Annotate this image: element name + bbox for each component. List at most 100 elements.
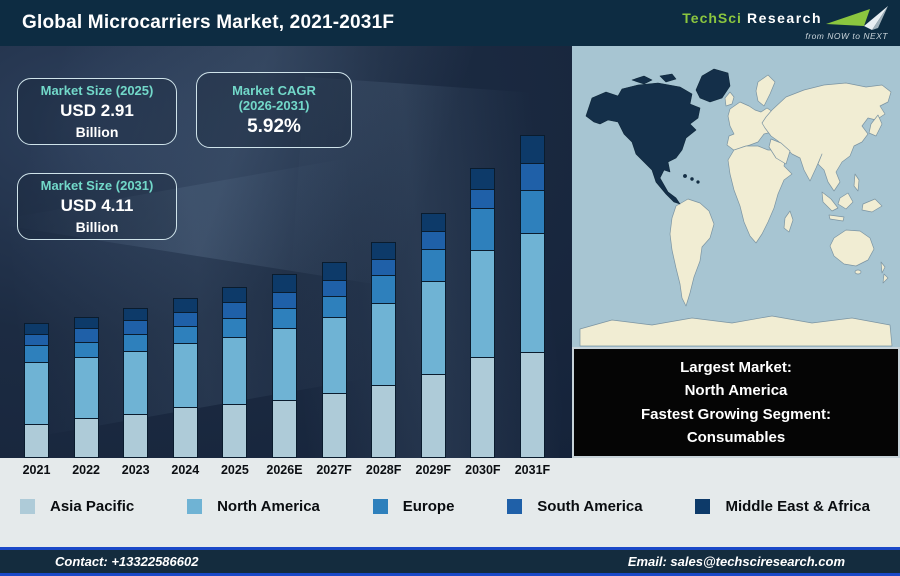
legend-swatch-icon (695, 499, 711, 514)
bar-segment-north-america (371, 303, 397, 385)
bar-segment-asia-pacific (470, 357, 496, 458)
x-axis-label: 2031F (514, 463, 551, 477)
bottom-strip: Asia Pacific North America Europe South Ame… (0, 458, 900, 547)
stacked-bar-2021 (24, 323, 49, 458)
x-axis-label: 2024 (171, 463, 200, 477)
bar-segment-europe (24, 345, 49, 362)
market-cagr-box: Market CAGR (2026-2031) 5.92% (196, 72, 352, 148)
market-size-2031-value: USD 4.11 (60, 196, 134, 215)
bar-segment-north-america (73, 357, 99, 418)
bar-segment-europe (73, 342, 99, 357)
x-axis-label: 2025 (220, 463, 249, 477)
bar-column: 2023 (122, 308, 150, 477)
region-madagascar (783, 210, 794, 233)
legend-swatch-icon (187, 499, 203, 514)
bar-segment-north-america (420, 281, 446, 374)
footer-email: Email: sales@techsciresearch.com (627, 554, 845, 569)
bar-segment-south-america (123, 320, 149, 334)
bar-segment-north-america (470, 250, 496, 357)
bar-segment-asia-pacific (222, 404, 248, 458)
bar-column: 2022 (72, 317, 100, 477)
region-caribbean (690, 177, 694, 181)
map-landmass (579, 74, 893, 347)
bar-segment-europe (271, 308, 297, 328)
logo-brand-secondary: Research (746, 9, 822, 26)
region-north-america-mainland (585, 82, 701, 205)
continent-south-america (669, 198, 715, 307)
region-borneo (837, 192, 854, 210)
region-java (828, 214, 845, 222)
world-map (572, 46, 900, 347)
bar-segment-south-america (519, 163, 545, 190)
bar-segment-middle-east-africa (123, 308, 149, 320)
bar-segment-north-america (24, 362, 49, 424)
legend-label: South America (537, 498, 643, 515)
techsci-logo: TechSci Research from NOW to NEXT (682, 5, 888, 41)
bar-column: 2021 (23, 323, 50, 477)
market-size-2031-box: Market Size (2031) USD 4.11 Billion (17, 173, 177, 240)
bar-segment-south-america (24, 334, 49, 345)
footer-contact: Contact: +13322586602 (55, 554, 199, 569)
bar-segment-middle-east-africa (519, 135, 545, 163)
bar-column: 2024 (171, 298, 199, 477)
bar-segment-europe (321, 296, 347, 317)
stacked-bar-2025 (222, 287, 248, 458)
continent-antarctica (579, 315, 893, 347)
x-axis-label: 2027F (316, 463, 352, 477)
bar-segment-europe (172, 326, 198, 343)
region-greenland (695, 68, 731, 103)
x-axis-label: 2023 (121, 463, 150, 477)
region-sumatra (821, 191, 839, 212)
region-philippines (853, 173, 860, 192)
legend-item: Middle East & Africa (695, 498, 870, 515)
bar-segment-middle-east-africa (271, 274, 297, 292)
bar-segment-middle-east-africa (222, 287, 248, 302)
stacked-bar-2029F (420, 213, 446, 458)
bar-segment-asia-pacific (123, 414, 149, 458)
region-tasmania (854, 269, 862, 275)
callout-line4: Consumables (686, 428, 786, 446)
bar-segment-middle-east-africa (470, 168, 496, 189)
bar-segment-asia-pacific (24, 424, 49, 458)
region-arabia (768, 138, 791, 165)
map-highlight-north-america (585, 68, 731, 205)
stacked-bar-2023 (123, 308, 149, 458)
bar-segment-north-america (222, 337, 248, 404)
market-cagr-title-line2: (2026-2031) (238, 97, 310, 113)
region-scandinavia (755, 74, 776, 107)
stacked-bar-2028F (371, 242, 397, 458)
callout-line1: Largest Market: (680, 359, 792, 376)
bar-segment-europe (222, 318, 248, 337)
stacked-bar-2024 (172, 298, 198, 458)
bar-segment-asia-pacific (420, 374, 446, 458)
bar-segment-europe (123, 334, 149, 351)
bar-segment-asia-pacific (371, 385, 397, 458)
bar-segment-south-america (172, 312, 198, 326)
market-size-2031-title: Market Size (2031) (40, 178, 154, 193)
bar-segment-europe (519, 190, 545, 233)
legend-item: Asia Pacific (20, 498, 134, 515)
market-callout-box: Largest Market: North America Fastest Gr… (572, 347, 900, 458)
legend-label: Asia Pacific (50, 498, 135, 515)
market-size-2025-box: Market Size (2025) USD 2.91 Billion (17, 78, 177, 145)
market-size-2025-title: Market Size (2025) (40, 83, 154, 98)
bar-segment-middle-east-africa (73, 317, 99, 328)
logo-arrow-icon (826, 5, 888, 30)
bar-segment-south-america (321, 280, 347, 296)
bar-segment-europe (470, 208, 496, 250)
region-british-isles (724, 91, 735, 107)
stacked-bar-2027F (321, 262, 347, 458)
continent-australia (829, 229, 875, 267)
market-cagr-title: Market CAGR (232, 82, 316, 98)
bar-segment-north-america (519, 233, 545, 352)
bar-segment-middle-east-africa (24, 323, 49, 334)
footer: Contact: +13322586602 Email: sales@techs… (0, 547, 900, 576)
bar-column: 2030F (465, 168, 501, 477)
stacked-bar-2030F (470, 168, 496, 458)
callout-line3: Fastest Growing Segment: (640, 405, 832, 423)
bar-column: 2031F (515, 135, 550, 477)
x-axis-label: 2029F (415, 463, 451, 477)
bar-segment-asia-pacific (519, 352, 545, 458)
legend: Asia Pacific North America Europe South Ame… (0, 498, 900, 515)
